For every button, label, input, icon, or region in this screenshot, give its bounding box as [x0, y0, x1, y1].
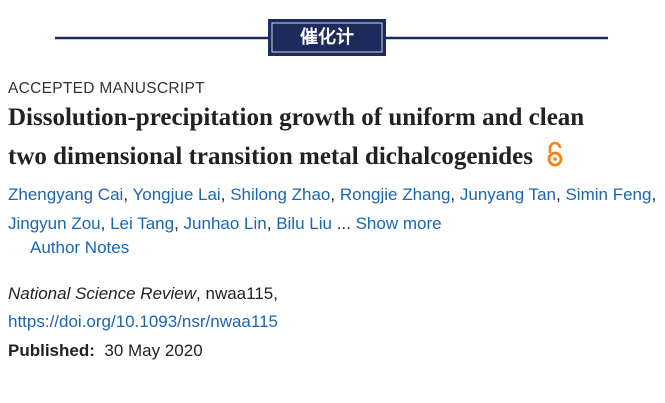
citation: National Science Review, nwaa115, [8, 284, 278, 304]
banner-badge [268, 19, 386, 56]
status: ACCEPTED MANUSCRIPT [8, 80, 205, 97]
author[interactable]: Lei Tang [110, 214, 175, 233]
published: Published: 30 May 2020 [8, 341, 203, 361]
author[interactable]: Junyang Tan [459, 185, 556, 204]
author[interactable]: Rongjie Zhang [339, 185, 451, 204]
author[interactable]: Zhengyang Cai [8, 185, 124, 204]
separator: , [330, 185, 336, 204]
published-date: 30 May 2020 [104, 341, 203, 360]
author[interactable]: Yongjue Lai [132, 185, 221, 204]
separator: , [100, 214, 106, 233]
author-list: Zhengyang Cai, Yongjue Lai, Shilong Zhao… [8, 180, 658, 238]
journal: National Science Review [8, 284, 197, 303]
article-id: , nwaa115, [196, 284, 278, 303]
published-label: Published: [8, 341, 95, 360]
title-line: Dissolution-precipitation growth of unif… [8, 104, 585, 131]
author-notes[interactable]: Author Notes [30, 238, 130, 257]
separator: , [220, 185, 226, 204]
doi-link[interactable]: https://doi.org/10.1093/nsr/nwaa115 [8, 312, 278, 331]
banner-frame [271, 22, 383, 53]
separator: , [556, 185, 561, 204]
ellipsis: ... [336, 214, 351, 233]
separator: , [651, 185, 657, 204]
separator: , [123, 185, 129, 204]
separator: , [450, 185, 456, 204]
title-text: two dimensional transition metal dichalc… [8, 143, 534, 170]
separator: , [174, 214, 179, 233]
author[interactable]: Bilu Liu [276, 214, 332, 233]
author[interactable]: Shilong Zhao [230, 185, 331, 204]
banner-label: 催化计 [300, 26, 354, 47]
separator: , [266, 214, 272, 233]
title-line: two dimensional transition metal dichalc… [8, 141, 565, 171]
show-more[interactable]: Show more [355, 214, 442, 233]
author[interactable]: Junhao Lin [183, 214, 267, 233]
open-access-icon [547, 141, 563, 167]
author[interactable]: Simin Feng [565, 185, 652, 204]
banner: 催化计 [55, 19, 608, 56]
author[interactable]: Jingyun Zou [8, 214, 101, 233]
